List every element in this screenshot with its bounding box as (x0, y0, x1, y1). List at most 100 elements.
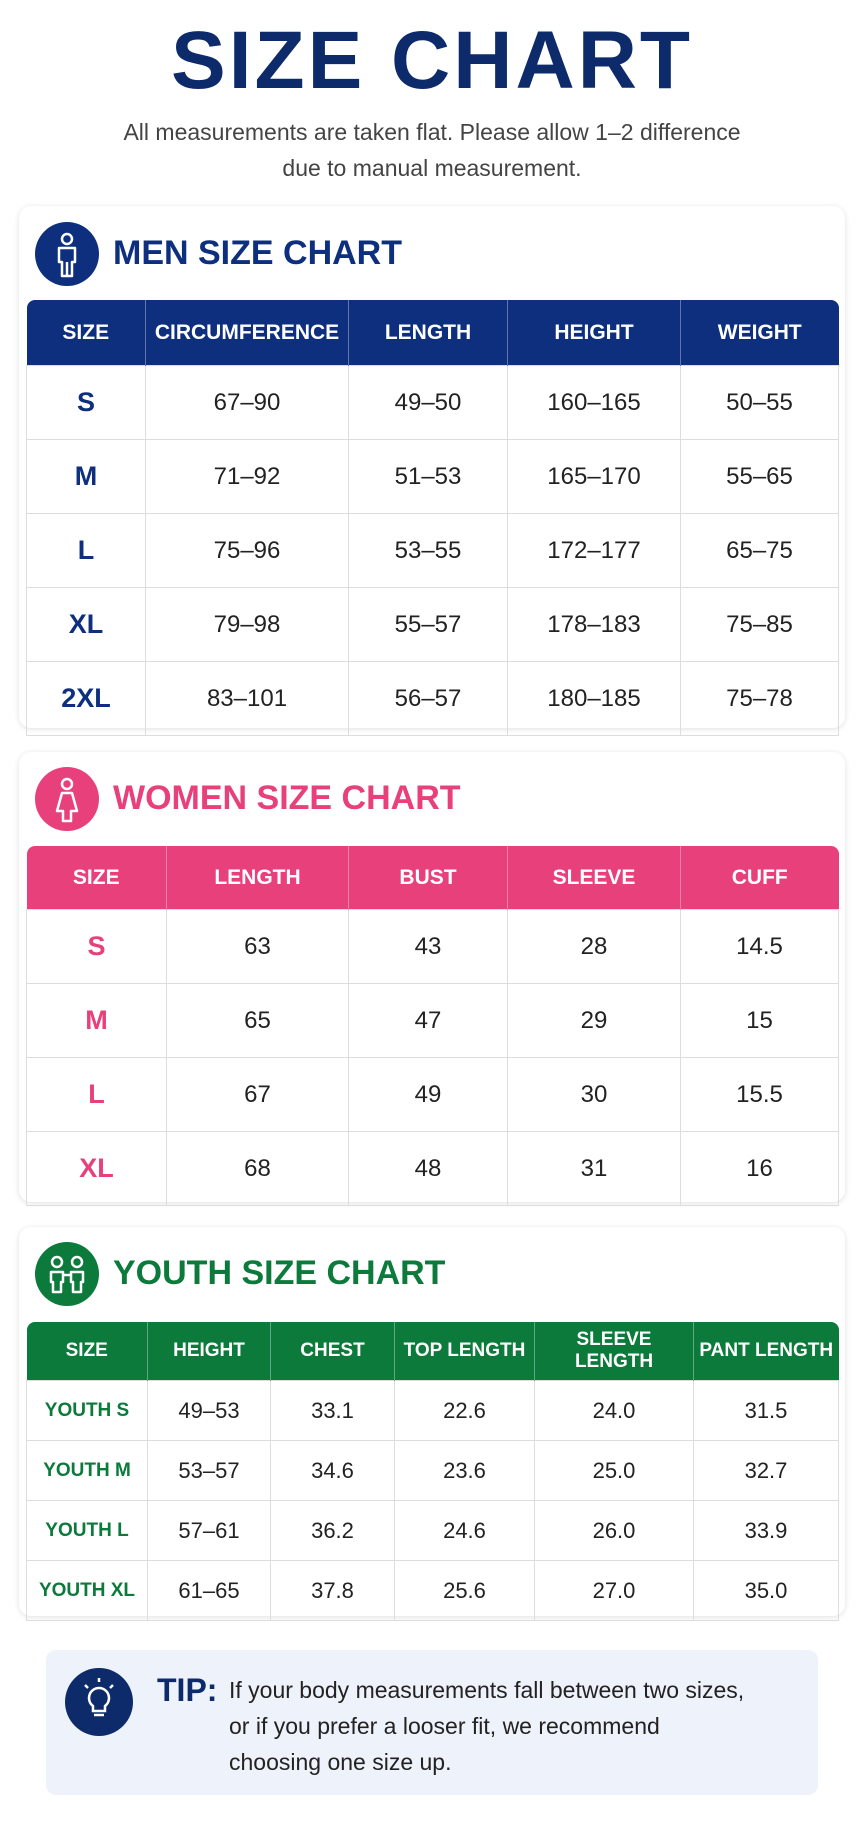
value-cell: 26.0 (534, 1500, 694, 1561)
column-header: SIZE (26, 300, 146, 366)
size-table: SIZE CIRCUMFERENCE LENGTH HEIGHT WEIGHT S 67–9… (26, 300, 839, 736)
size-table: SIZE LENGTH BUST SLEEVE CUFF S 63 43 28 14.5 M 65 47… (26, 846, 839, 1206)
value-cell: 49–50 (348, 365, 508, 440)
value-cell: 55–65 (680, 439, 839, 514)
youth-icon (35, 1242, 99, 1306)
value-cell: 27.0 (534, 1560, 694, 1621)
tip-text: If your body measurements fall between t… (229, 1677, 745, 1703)
size-cell: YOUTH M (26, 1440, 148, 1501)
value-cell: 75–78 (680, 661, 839, 736)
value-cell: 25.6 (394, 1560, 535, 1621)
value-cell: 31.5 (693, 1380, 839, 1441)
value-cell: 67–90 (145, 365, 349, 440)
value-cell: 37.8 (270, 1560, 395, 1621)
table-row: L 67 49 30 15.5 (26, 1057, 839, 1132)
table-row: YOUTH M 53–57 34.6 23.6 25.0 32.7 (26, 1440, 839, 1501)
value-cell: 61–65 (147, 1560, 271, 1621)
column-header: CUFF (680, 846, 839, 910)
value-cell: 31 (507, 1131, 681, 1206)
value-cell: 63 (166, 909, 349, 984)
value-cell: 43 (348, 909, 508, 984)
women-icon (35, 767, 99, 831)
value-cell: 25.0 (534, 1440, 694, 1501)
table-row: YOUTH L 57–61 36.2 24.6 26.0 33.9 (26, 1500, 839, 1561)
column-header: CIRCUMFERENCE (145, 300, 349, 366)
tip-icon (65, 1668, 133, 1736)
value-cell: 34.6 (270, 1440, 395, 1501)
size-cell: YOUTH L (26, 1500, 148, 1561)
value-cell: 79–98 (145, 587, 349, 662)
size-cell: L (26, 1057, 167, 1132)
value-cell: 16 (680, 1131, 839, 1206)
value-cell: 30 (507, 1057, 681, 1132)
tip-label: TIP: (157, 1672, 218, 1708)
value-cell: 75–85 (680, 587, 839, 662)
column-header: PANT LENGTH (693, 1322, 839, 1381)
value-cell: 55–57 (348, 587, 508, 662)
value-cell: 29 (507, 983, 681, 1058)
value-cell: 24.0 (534, 1380, 694, 1441)
header-row: SIZE CIRCUMFERENCE LENGTH HEIGHT WEIGHT (26, 300, 839, 366)
value-cell: 65–75 (680, 513, 839, 588)
value-cell: 35.0 (693, 1560, 839, 1621)
value-cell: 49 (348, 1057, 508, 1132)
value-cell: 48 (348, 1131, 508, 1206)
value-cell: 14.5 (680, 909, 839, 984)
section-heading: YOUTH SIZE CHART (113, 1254, 446, 1292)
table-row: M 65 47 29 15 (26, 983, 839, 1058)
subtitle: All measurements are taken flat. Please … (123, 119, 741, 145)
value-cell: 51–53 (348, 439, 508, 514)
column-header: HEIGHT (147, 1322, 271, 1381)
value-cell: 68 (166, 1131, 349, 1206)
table-row: YOUTH S 49–53 33.1 22.6 24.0 31.5 (26, 1380, 839, 1441)
subtitle: due to manual measurement. (282, 155, 582, 181)
column-header: SIZE (26, 1322, 148, 1381)
value-cell: 28 (507, 909, 681, 984)
value-cell: 160–165 (507, 365, 681, 440)
column-header: LENGTH (348, 300, 508, 366)
value-cell: 67 (166, 1057, 349, 1132)
value-cell: 83–101 (145, 661, 349, 736)
size-cell: 2XL (26, 661, 146, 736)
value-cell: 50–55 (680, 365, 839, 440)
page-title: SIZE CHART (171, 15, 693, 106)
value-cell: 57–61 (147, 1500, 271, 1561)
size-cell: S (26, 365, 146, 440)
size-cell: S (26, 909, 167, 984)
value-cell: 15 (680, 983, 839, 1058)
table-row: YOUTH XL 61–65 37.8 25.6 27.0 35.0 (26, 1560, 839, 1621)
tip-text: or if you prefer a looser fit, we recomm… (229, 1713, 660, 1739)
header-row: SIZE HEIGHT CHEST TOP LENGTH SLEEVE LENGTH PA… (26, 1322, 839, 1381)
column-header: CHEST (270, 1322, 395, 1381)
value-cell: 53–55 (348, 513, 508, 588)
size-table: SIZE HEIGHT CHEST TOP LENGTH SLEEVE LENGTH PA… (26, 1322, 839, 1621)
column-header: SLEEVE LENGTH (534, 1322, 694, 1381)
column-header: SIZE (26, 846, 167, 910)
value-cell: 71–92 (145, 439, 349, 514)
size-cell: YOUTH S (26, 1380, 148, 1441)
value-cell: 56–57 (348, 661, 508, 736)
table-row: XL 79–98 55–57 178–183 75–85 (26, 587, 839, 662)
table-row: XL 68 48 31 16 (26, 1131, 839, 1206)
table-row: 2XL 83–101 56–57 180–185 75–78 (26, 661, 839, 736)
value-cell: 32.7 (693, 1440, 839, 1501)
table-row: L 75–96 53–55 172–177 65–75 (26, 513, 839, 588)
value-cell: 178–183 (507, 587, 681, 662)
column-header: SLEEVE (507, 846, 681, 910)
section-heading: WOMEN SIZE CHART (113, 779, 461, 817)
value-cell: 33.1 (270, 1380, 395, 1441)
value-cell: 172–177 (507, 513, 681, 588)
table-row: S 63 43 28 14.5 (26, 909, 839, 984)
value-cell: 75–96 (145, 513, 349, 588)
size-cell: XL (26, 587, 146, 662)
size-cell: M (26, 439, 146, 514)
value-cell: 47 (348, 983, 508, 1058)
tip-text: choosing one size up. (229, 1749, 452, 1775)
value-cell: 180–185 (507, 661, 681, 736)
column-header: LENGTH (166, 846, 349, 910)
value-cell: 15.5 (680, 1057, 839, 1132)
value-cell: 49–53 (147, 1380, 271, 1441)
value-cell: 53–57 (147, 1440, 271, 1501)
section-heading: MEN SIZE CHART (113, 234, 402, 272)
